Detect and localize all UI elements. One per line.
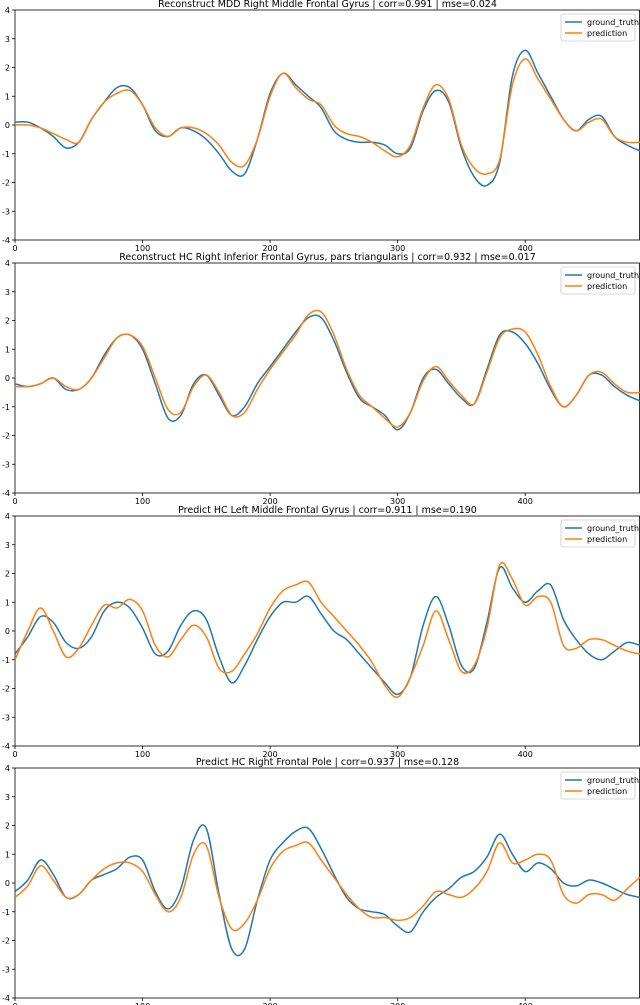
y-tick-label: 1 [5, 850, 10, 859]
y-tick-label: 4 [5, 259, 10, 268]
y-tick-label: -2 [2, 685, 10, 694]
plot-area-frame [14, 9, 640, 241]
y-tick-label: 3 [5, 793, 10, 802]
y-tick-label: 4 [5, 6, 10, 15]
legend-box [560, 13, 636, 42]
y-tick-label: -3 [2, 713, 10, 722]
series-line-ground_truth [15, 49, 640, 187]
y-tick-label: -3 [2, 460, 10, 469]
x-tick-label: 400 [518, 1002, 533, 1005]
y-tick-label: 4 [5, 512, 10, 521]
y-tick-label: 0 [5, 627, 10, 636]
y-tick-label: 1 [5, 345, 10, 354]
legend: ground_truth prediction [560, 13, 639, 42]
y-tick-label: -1 [2, 150, 10, 159]
legend-box [560, 266, 636, 295]
x-tick-label: 200 [262, 244, 277, 253]
y-tick-label: 3 [5, 541, 10, 550]
y-tick-label: 2 [5, 822, 10, 831]
y-tick-label: 2 [5, 64, 10, 73]
y-tick-label: 4 [5, 764, 10, 773]
chart-title: Reconstruct MDD Right Middle Frontal Gyr… [158, 0, 497, 10]
y-tick-label: 3 [5, 35, 10, 44]
legend: ground_truth prediction [560, 266, 639, 295]
x-tick-label: 0 [12, 244, 17, 253]
x-tick-label: 0 [12, 497, 17, 506]
legend-box [560, 771, 636, 800]
y-tick-label: -2 [2, 432, 10, 441]
legend-label: prediction [587, 535, 627, 544]
series-line-prediction [15, 58, 640, 176]
legend-label: prediction [587, 282, 627, 291]
x-tick-label: 100 [135, 750, 150, 759]
y-tick-label: -3 [2, 965, 10, 974]
x-tick-label: 200 [262, 497, 277, 506]
plot-area-frame [14, 515, 640, 747]
x-tick-label: 200 [262, 750, 277, 759]
legend: ground_truth prediction [560, 771, 639, 800]
x-tick-label: 100 [135, 497, 150, 506]
x-tick-label: 400 [518, 244, 533, 253]
y-tick-label: 1 [5, 92, 10, 101]
x-tick-label: 0 [12, 1002, 17, 1005]
series-line-prediction [15, 841, 640, 932]
series-line-ground_truth [15, 314, 640, 431]
y-tick-label: 0 [5, 879, 10, 888]
y-tick-label: -4 [2, 489, 10, 498]
chart-title: Reconstruct HC Right Inferior Frontal Gy… [119, 252, 536, 263]
chart-title: Predict HC Left Middle Frontal Gyrus | c… [178, 505, 477, 516]
x-tick-label: 200 [262, 1002, 277, 1005]
chart-panel-3: Predict HC Left Middle Frontal Gyrus | c… [2, 505, 640, 759]
y-tick-label: 3 [5, 288, 10, 297]
legend-label: prediction [587, 787, 627, 796]
y-tick-label: -3 [2, 207, 10, 216]
y-tick-label: -1 [2, 908, 10, 917]
x-tick-label: 300 [390, 1002, 405, 1005]
x-tick-label: 300 [390, 750, 405, 759]
x-tick-label: 0 [12, 750, 17, 759]
series-line-prediction [15, 561, 640, 699]
y-tick-label: 0 [5, 374, 10, 383]
chart-panel-2: Reconstruct HC Right Inferior Frontal Gy… [2, 252, 640, 506]
series-line-prediction [15, 309, 640, 428]
x-tick-label: 100 [135, 244, 150, 253]
y-tick-label: -4 [2, 994, 10, 1003]
plot-area-frame [14, 262, 640, 494]
y-tick-label: -1 [2, 656, 10, 665]
legend-label: ground_truth [587, 776, 639, 785]
legend-label: ground_truth [587, 18, 639, 27]
y-tick-label: 1 [5, 598, 10, 607]
chart-panel-1: Reconstruct MDD Right Middle Frontal Gyr… [2, 0, 640, 253]
x-tick-label: 100 [135, 1002, 150, 1005]
x-tick-label: 300 [390, 244, 405, 253]
legend-label: ground_truth [587, 271, 639, 280]
y-tick-label: -1 [2, 403, 10, 412]
y-tick-label: 0 [5, 121, 10, 130]
series-line-ground_truth [15, 566, 640, 696]
plot-area-frame [14, 767, 640, 999]
y-tick-label: -2 [2, 937, 10, 946]
x-tick-label: 300 [390, 497, 405, 506]
series-line-ground_truth [15, 824, 640, 957]
chart-panel-4: Predict HC Right Frontal Pole | corr=0.9… [2, 757, 640, 1005]
y-tick-label: -4 [2, 742, 10, 751]
legend-label: prediction [587, 29, 627, 38]
legend-box [560, 519, 636, 548]
x-tick-label: 400 [518, 497, 533, 506]
legend-label: ground_truth [587, 524, 639, 533]
y-tick-label: -2 [2, 179, 10, 188]
y-tick-label: 2 [5, 317, 10, 326]
legend: ground_truth prediction [560, 519, 639, 548]
y-tick-label: 2 [5, 570, 10, 579]
x-tick-label: 400 [518, 750, 533, 759]
y-tick-label: -4 [2, 236, 10, 245]
chart-title: Predict HC Right Frontal Pole | corr=0.9… [196, 757, 459, 768]
